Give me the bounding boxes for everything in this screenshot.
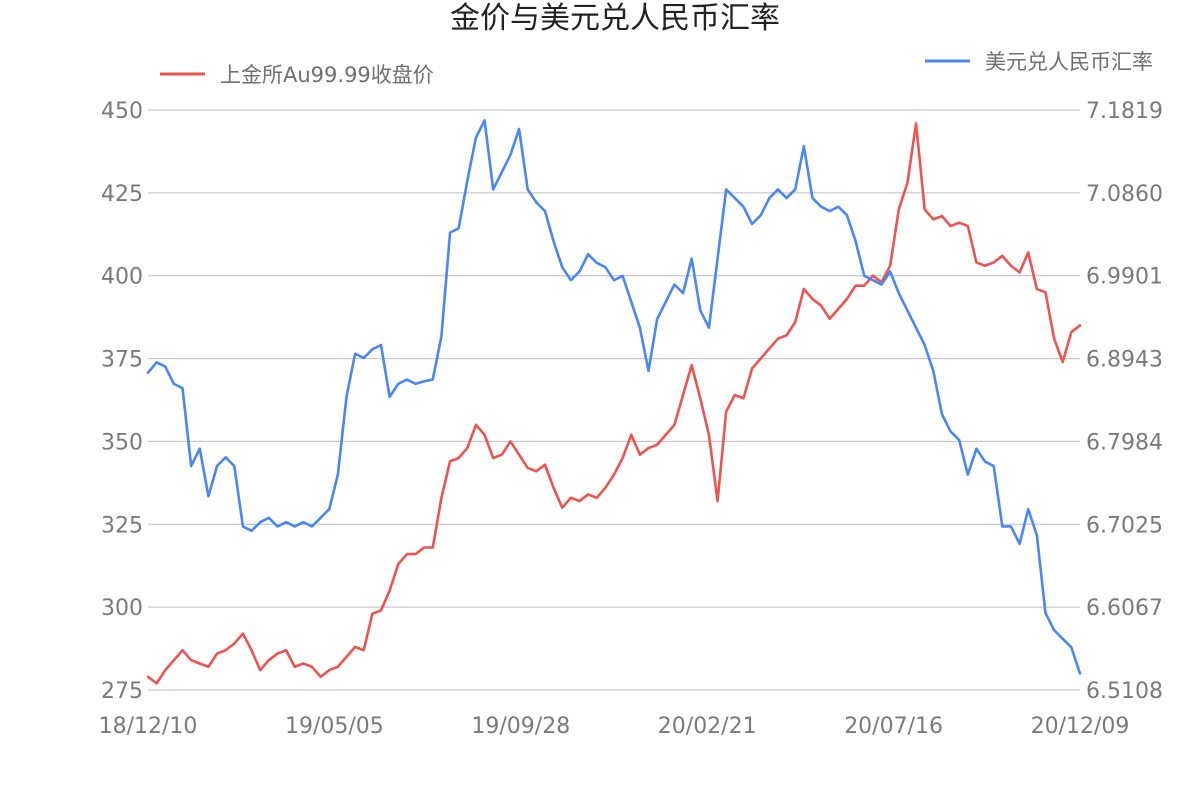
x-tick-label: 20/02/21 [658, 714, 757, 739]
x-tick-label: 19/09/28 [471, 714, 570, 739]
series-usdcny-line [146, 118, 1082, 675]
x-tick-label: 20/07/16 [844, 714, 943, 739]
y-right-tick-label: 7.1819 [1086, 99, 1163, 124]
y-left-tick-label: 275 [101, 679, 143, 704]
y-right-tick-label: 6.5108 [1086, 679, 1163, 704]
x-tick-label: 19/05/05 [285, 714, 384, 739]
y-right-tick-label: 6.7984 [1086, 430, 1163, 455]
y-right-tick-label: 7.0860 [1086, 182, 1163, 207]
y-left-tick-label: 400 [101, 265, 143, 290]
y-left-tick-label: 325 [101, 513, 143, 538]
legend-usdcny: 美元兑人民币汇率 [925, 50, 1153, 74]
chart-title: 金价与美元兑人民币汇率 [450, 1, 780, 36]
legend-gold-label: 上金所Au99.99收盘价 [220, 63, 434, 87]
y-left-tick-label: 350 [101, 430, 143, 455]
series-gold-line [146, 121, 1082, 685]
legend-usdcny-label: 美元兑人民币汇率 [985, 50, 1153, 74]
y-left-tick-label: 425 [101, 182, 143, 207]
gridlines [148, 109, 1080, 691]
axis-ticks: 275 6.5108 300 6.6067 325 6.7025 350 6.7984 375 6… [99, 99, 1163, 739]
x-tick-label: 20/12/09 [1031, 714, 1130, 739]
y-left-tick-label: 450 [101, 99, 143, 124]
series-lines [146, 118, 1082, 685]
y-left-tick-label: 375 [101, 348, 143, 373]
y-right-tick-label: 6.8943 [1086, 348, 1163, 373]
y-left-tick-label: 300 [101, 596, 143, 621]
y-right-tick-label: 6.6067 [1086, 596, 1163, 621]
legend-gold: 上金所Au99.99收盘价 [160, 63, 434, 87]
x-tick-label: 18/12/10 [99, 714, 198, 739]
y-right-tick-label: 6.9901 [1086, 265, 1163, 290]
y-right-tick-label: 6.7025 [1086, 513, 1163, 538]
